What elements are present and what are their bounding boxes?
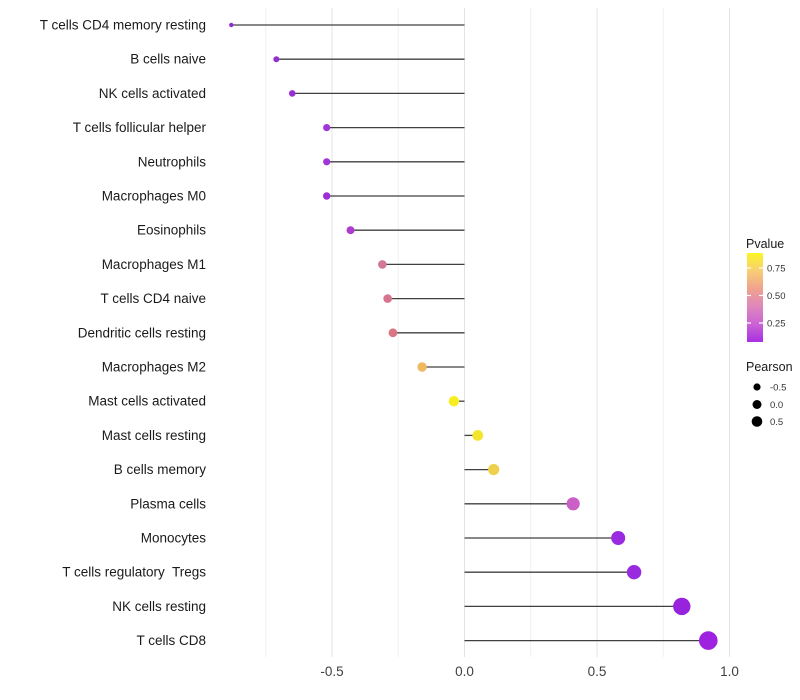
y-axis-label: T cells CD4 naive	[100, 291, 206, 306]
y-axis-label: B cells memory	[114, 462, 207, 477]
lollipop-dot	[323, 192, 331, 200]
gridlines-minor	[265, 8, 664, 657]
lollipop-row	[346, 226, 465, 235]
pearson-legend-dot	[752, 400, 762, 409]
pearson-legend-item: 0.0	[752, 400, 783, 411]
pearson-legend-label: -0.5	[770, 382, 786, 393]
lollipop-row	[464, 631, 718, 650]
y-axis-label: Mast cells resting	[102, 428, 206, 443]
lollipop-dot	[378, 260, 387, 269]
y-axis-label: T cells CD4 memory resting	[40, 18, 206, 33]
lollipops	[229, 22, 718, 650]
lollipop-dot	[229, 22, 234, 28]
lollipop-dot	[448, 396, 460, 407]
colorbar-tick-label: 0.75	[767, 263, 786, 274]
lollipop-dot	[323, 124, 331, 132]
pvalue-colorbar	[747, 253, 763, 342]
y-axis-label: Neutrophils	[138, 154, 207, 169]
lollipop-row	[464, 430, 484, 441]
lollipop-dot	[288, 90, 296, 97]
lollipop-row	[388, 328, 465, 338]
lollipop-row	[273, 56, 465, 63]
pearson-legend-item: -0.5	[753, 382, 786, 393]
pearson-legend-dot	[751, 416, 763, 427]
lollipop-dot	[273, 56, 280, 63]
y-axis-label: NK cells resting	[112, 599, 206, 614]
lollipop-row	[448, 396, 465, 407]
lollipop-row	[464, 464, 500, 476]
lollipop-row	[417, 362, 465, 372]
lollipop-row	[464, 565, 642, 580]
lollipop-dot	[626, 565, 642, 580]
pvalue-colorbar-ticks: 0.75 0.50 0.25	[747, 263, 786, 329]
lollipop-row	[323, 158, 465, 166]
y-axis-label: T cells regulatory Tregs	[62, 565, 206, 580]
y-axis-labels: T cells CD4 memory resting B cells naive N…	[40, 18, 207, 649]
lollipop-dot	[611, 531, 626, 545]
lollipop-dot	[417, 362, 427, 372]
y-axis-label: Macrophages M0	[102, 189, 206, 204]
lollipop-row	[464, 531, 626, 545]
x-axis-tick-label: 1.0	[720, 664, 739, 679]
y-axis-label: T cells follicular helper	[73, 120, 207, 135]
legend-pearson: Pearson -0.5 0.0 0.5	[746, 360, 793, 428]
lollipop-dot	[388, 328, 398, 338]
legend-pvalue: Pvalue 0.75 0.50 0.25	[746, 237, 786, 342]
legend-pvalue-title: Pvalue	[746, 237, 784, 251]
lollipop-dot	[673, 597, 691, 616]
y-axis-label: NK cells activated	[99, 86, 206, 101]
x-axis-tick-label: 0.0	[455, 664, 474, 679]
pearson-legend-item: 0.5	[751, 416, 783, 428]
lollipop-row	[288, 90, 465, 97]
pearson-legend-label: 0.0	[770, 400, 783, 411]
lollipop-dot	[699, 631, 718, 650]
pearson-legend-dot	[753, 383, 761, 391]
colorbar-tick-label: 0.25	[767, 318, 786, 329]
lollipop-row	[383, 294, 465, 303]
x-axis-tick-label: 0.5	[588, 664, 607, 679]
y-axis-label: B cells naive	[130, 52, 206, 67]
lollipop-row	[323, 192, 465, 200]
legend-pearson-title: Pearson	[746, 360, 793, 374]
y-axis-label: T cells CD8	[136, 633, 206, 648]
lollipop-row	[464, 497, 580, 511]
y-axis-label: Macrophages M1	[102, 257, 206, 272]
lollipop-row	[229, 22, 465, 28]
lollipop-dot	[323, 158, 331, 166]
pearson-legend-label: 0.5	[770, 417, 783, 428]
y-axis-label: Mast cells activated	[88, 394, 206, 409]
y-axis-label: Plasma cells	[130, 496, 206, 511]
lollipop-row	[464, 597, 691, 616]
lollipop-dot	[488, 464, 500, 476]
y-axis-label: Macrophages M2	[102, 360, 206, 375]
x-axis-labels: -0.5 0.0 0.5 1.0	[320, 664, 739, 679]
pearson-size-items: -0.5 0.0 0.5	[751, 382, 786, 428]
lollipop-dot	[383, 294, 392, 303]
lollipop-row	[378, 260, 465, 269]
x-axis-tick-label: -0.5	[320, 664, 343, 679]
lollipop-row	[323, 124, 465, 132]
y-axis-label: Eosinophils	[137, 223, 206, 238]
y-axis-label: Dendritic cells resting	[78, 325, 206, 340]
y-axis-label: Monocytes	[141, 531, 207, 546]
colorbar-tick-label: 0.50	[767, 291, 786, 302]
lollipop-dot	[346, 226, 355, 235]
lollipop-dot	[472, 430, 484, 441]
lollipop-dot	[566, 497, 580, 511]
